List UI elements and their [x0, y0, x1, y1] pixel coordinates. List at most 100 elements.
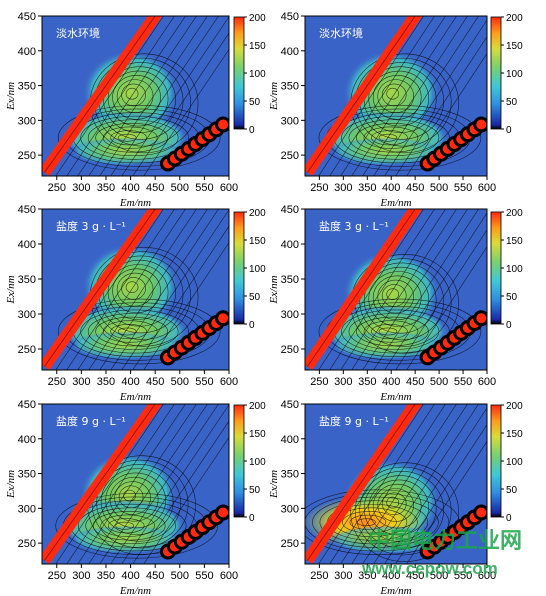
colorbar-tick-label: 50	[506, 292, 518, 303]
contour-line	[55, 16, 164, 176]
contour-line	[110, 209, 219, 370]
x-tick-label: 600	[478, 570, 496, 582]
fluorescence-tail	[70, 137, 181, 166]
x-tick-label: 450	[406, 570, 424, 582]
plot-frame	[304, 208, 488, 371]
second-order-scatter-point	[215, 310, 229, 327]
colorbar-tick-label: 100	[506, 264, 523, 275]
colorbar-tick-label: 150	[249, 429, 266, 440]
contour-line	[115, 521, 134, 530]
contour-line	[103, 259, 176, 327]
contour-line	[319, 500, 429, 545]
contour-line	[312, 496, 439, 548]
contour-line	[99, 16, 208, 176]
contour-line	[340, 209, 446, 370]
panel-title: 盐度 3 g · L⁻¹	[56, 219, 126, 233]
x-tick-label: 600	[478, 182, 496, 194]
x-axis-label: Em/nm	[379, 391, 411, 403]
x-tick-label: 250	[48, 182, 66, 194]
x-axis-label: Em/nm	[379, 585, 411, 596]
contour-line	[318, 209, 424, 370]
y-tick-label: 400	[18, 434, 36, 446]
colorbar-tick-label: 150	[506, 429, 523, 440]
contour-line	[88, 404, 197, 564]
y-tick-label: 250	[18, 538, 36, 550]
y-tick-label: 250	[18, 344, 36, 356]
colorbar	[490, 16, 502, 130]
contour-line	[395, 424, 487, 564]
x-tick-label: 600	[220, 570, 238, 582]
contour-line	[372, 75, 422, 120]
contour-line	[377, 488, 415, 522]
y-tick-label: 450	[281, 11, 299, 23]
y-tick-label: 400	[281, 46, 299, 58]
x-tick-label: 600	[478, 376, 496, 388]
contour-line	[66, 404, 175, 564]
x-tick-label: 450	[146, 570, 164, 582]
y-tick-label: 450	[281, 399, 299, 411]
plot-frame	[304, 15, 488, 177]
x-tick-label: 400	[382, 570, 400, 582]
x-tick-label: 300	[72, 570, 90, 582]
x-tick-label: 250	[310, 182, 328, 194]
contour-line	[349, 514, 387, 530]
x-axis-label: Em/nm	[119, 391, 151, 403]
y-axis-label: Ex/nm	[268, 275, 280, 304]
x-tick-label: 500	[171, 376, 189, 388]
contour-line	[66, 16, 175, 176]
contour-line	[373, 209, 479, 370]
y-axis-label: Ex/nm	[5, 82, 17, 111]
contour-line	[340, 16, 446, 176]
contour-line	[329, 16, 435, 176]
panel-title: 盐度 9 g · L⁻¹	[56, 414, 126, 428]
contour-line	[112, 268, 161, 314]
colorbar-tick-label: 50	[249, 292, 261, 303]
contour-line	[143, 436, 229, 564]
x-tick-label: 300	[72, 182, 90, 194]
watermark-title: 中国电力工业网	[368, 529, 522, 554]
contour-line	[112, 75, 161, 120]
contour-line	[77, 503, 187, 548]
contour-line	[362, 16, 468, 176]
contour-line	[373, 16, 479, 176]
rayleigh-scatter-edge	[307, 16, 416, 173]
contour-line	[329, 404, 435, 564]
y-tick-label: 400	[18, 239, 36, 251]
contour-line	[80, 115, 189, 160]
contour-line	[125, 87, 139, 100]
plot-frame	[41, 403, 230, 565]
rayleigh-scatter-edge	[44, 209, 156, 367]
contour-line	[100, 514, 155, 537]
contour-line	[372, 275, 422, 321]
contour-line	[342, 511, 397, 534]
colorbar-tick-label: 150	[249, 41, 266, 52]
colorbar-tick-label: 200	[506, 208, 523, 219]
x-tick-label: 600	[220, 182, 238, 194]
colorbar-tick-label: 50	[249, 97, 261, 108]
y-tick-label: 400	[281, 434, 299, 446]
x-axis-label: Em/nm	[119, 197, 151, 209]
watermark-url: www.cepow.com	[361, 559, 498, 578]
contour-line	[386, 496, 400, 509]
contour-line	[100, 468, 174, 535]
x-tick-label: 450	[146, 376, 164, 388]
y-tick-label: 250	[281, 344, 299, 356]
contour-line	[351, 209, 457, 370]
colorbar	[490, 404, 502, 518]
contour-line	[88, 209, 197, 370]
colorbar-tick-label: 150	[506, 236, 523, 247]
contour-line	[110, 323, 147, 339]
colorbar-tick-label: 200	[506, 401, 523, 412]
contour-line	[371, 130, 408, 146]
contour-line	[363, 475, 437, 542]
contour-line	[378, 327, 398, 336]
contour-line	[132, 32, 229, 176]
y-tick-label: 300	[281, 309, 299, 321]
colorbar	[233, 211, 245, 325]
contour-line	[363, 126, 419, 149]
contour-line	[121, 209, 229, 370]
contour-line	[348, 119, 440, 157]
